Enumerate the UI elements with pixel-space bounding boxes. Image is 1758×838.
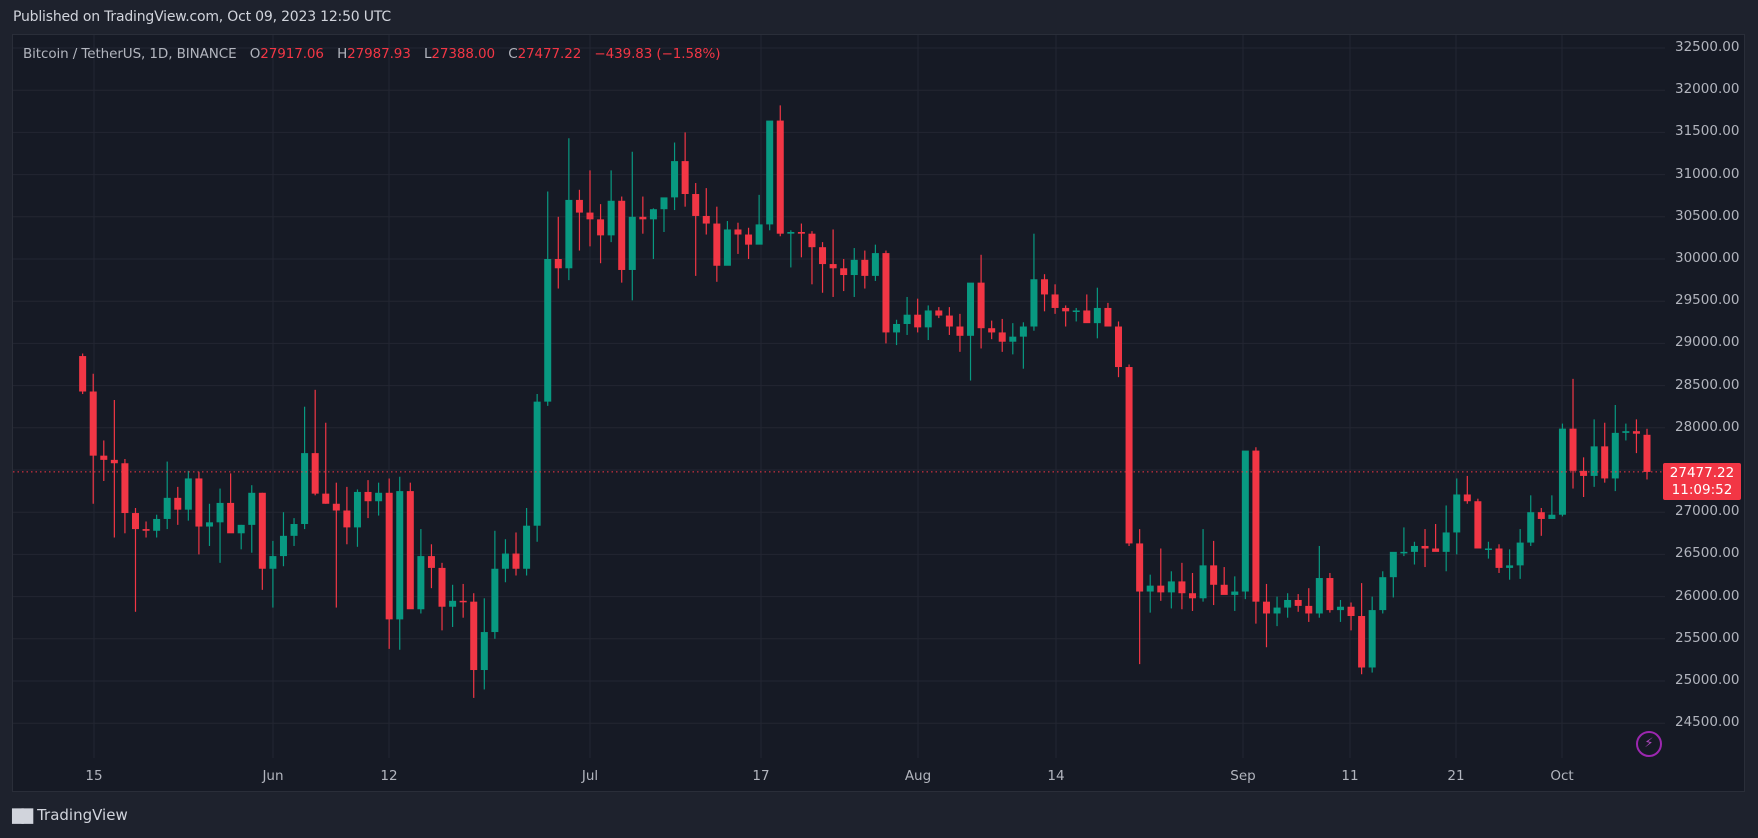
price-tick-label: 26000.00 xyxy=(1675,587,1740,604)
time-tick-label: 17 xyxy=(752,768,770,784)
symbol-title[interactable]: Bitcoin / TetherUS, 1D, BINANCE xyxy=(23,46,237,62)
time-tick-label: 15 xyxy=(85,768,103,784)
price-tick-label: 26500.00 xyxy=(1675,545,1740,562)
tv-logo-icon: ▇▇ xyxy=(12,806,33,824)
price-tick-label: 31000.00 xyxy=(1675,165,1740,182)
open-label: O xyxy=(249,46,261,62)
close-value: 27477.22 xyxy=(517,46,582,62)
price-tick-label: 28000.00 xyxy=(1675,418,1740,435)
price-tick-label: 25000.00 xyxy=(1675,672,1740,688)
time-tick-label: Sep xyxy=(1230,768,1256,784)
open-value: 27917.06 xyxy=(260,46,324,62)
tradingview-logo[interactable]: ▇▇ TradingView xyxy=(12,806,128,824)
logo-text: TradingView xyxy=(37,806,128,824)
time-tick-label: Jun xyxy=(262,768,284,784)
price-tick-label: 32000.00 xyxy=(1675,81,1740,98)
price-tick-label: 24500.00 xyxy=(1675,714,1740,731)
high-label: H xyxy=(337,46,348,62)
price-tick-label: 28500.00 xyxy=(1675,376,1740,393)
time-tick-label: 11 xyxy=(1341,768,1359,784)
time-tick-label: Oct xyxy=(1550,768,1574,784)
price-tick-label: 25500.00 xyxy=(1675,629,1740,646)
time-tick-label: Jul xyxy=(581,768,599,784)
price-tick-label: 29500.00 xyxy=(1675,292,1740,309)
low-value: 27388.00 xyxy=(431,46,496,62)
time-tick-label: 14 xyxy=(1047,768,1065,784)
bar-countdown: 11:09:52 xyxy=(1671,482,1733,498)
symbol-legend: Bitcoin / TetherUS, 1D, BINANCE O27917.0… xyxy=(23,46,720,62)
lightning-alert-icon[interactable]: ⚡ xyxy=(1636,731,1662,757)
current-price-value: 27477.22 xyxy=(1669,465,1735,481)
price-tick-label: 29000.00 xyxy=(1675,334,1740,351)
current-price-label: 27477.22 11:09:52 xyxy=(1663,463,1741,500)
low-label: L xyxy=(423,46,432,62)
change-value: −439.83 (−1.58%) xyxy=(594,46,721,62)
price-tick-label: 32500.00 xyxy=(1675,39,1740,55)
close-label: C xyxy=(508,46,518,62)
price-tick-label: 31500.00 xyxy=(1675,123,1740,140)
price-tick-label: 30500.00 xyxy=(1675,207,1740,224)
time-tick-label: Aug xyxy=(904,768,932,784)
time-tick-label: 21 xyxy=(1447,768,1465,784)
high-value: 27987.93 xyxy=(347,46,411,62)
published-caption: Published on TradingView.com, Oct 09, 20… xyxy=(13,9,391,25)
price-tick-label: 30000.00 xyxy=(1675,250,1740,266)
price-tick-label: 27000.00 xyxy=(1675,503,1740,520)
time-tick-label: 12 xyxy=(380,768,398,784)
